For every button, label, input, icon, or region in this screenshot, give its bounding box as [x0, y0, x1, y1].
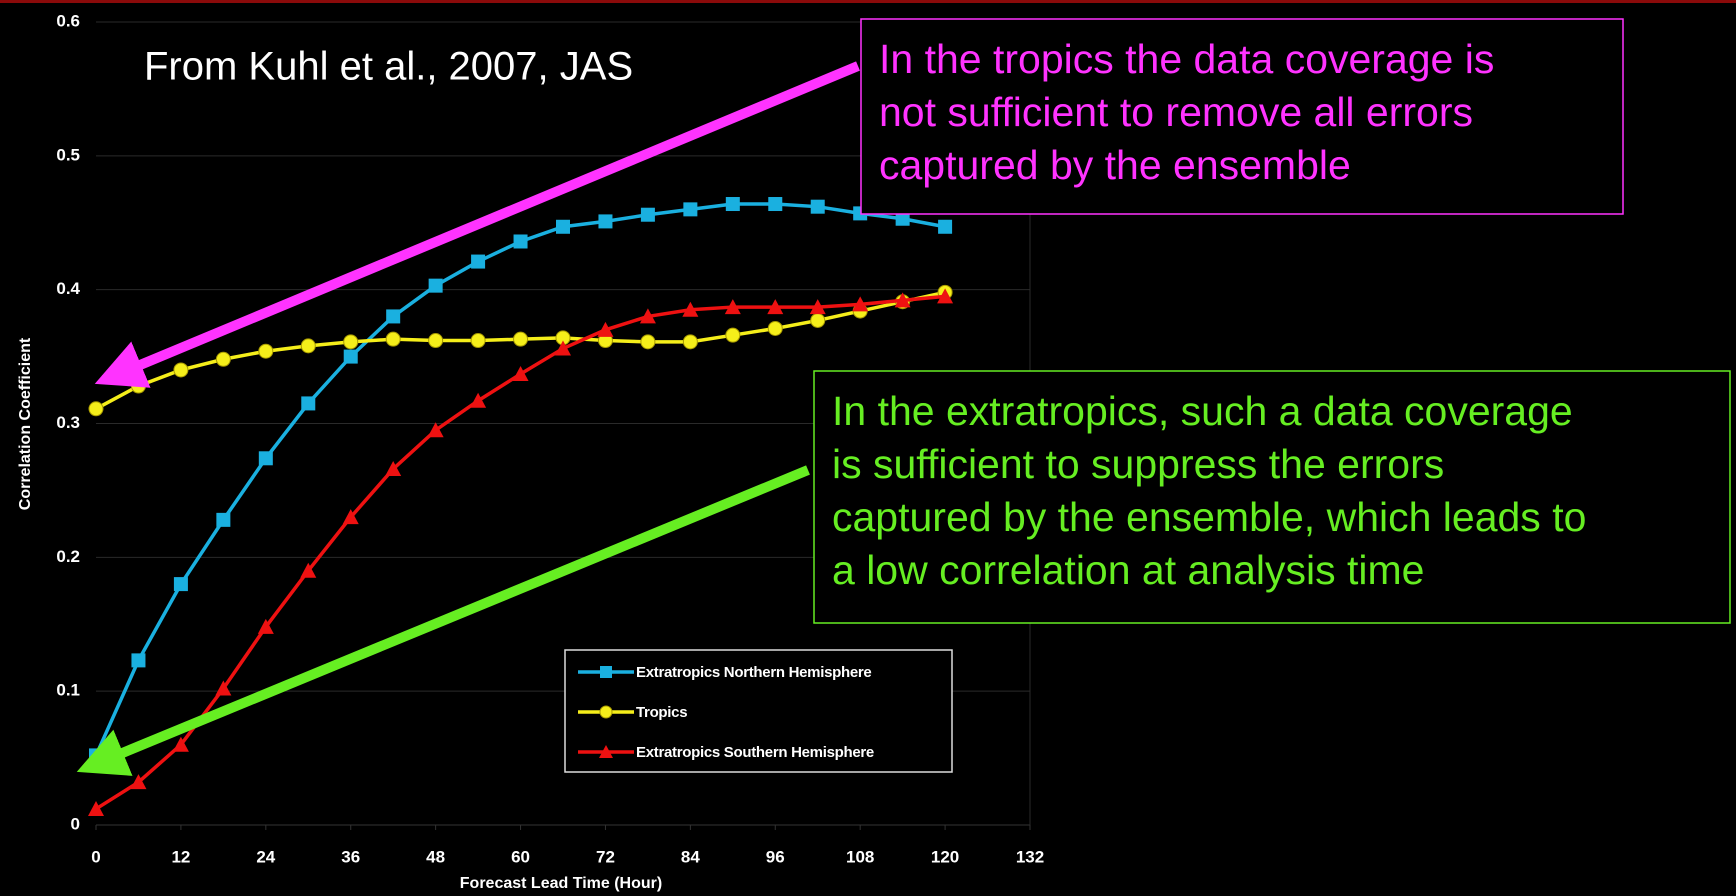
marker	[88, 800, 104, 816]
marker	[937, 288, 954, 304]
x-tick-label: 120	[931, 847, 959, 866]
marker	[597, 321, 614, 337]
x-tick-label: 132	[1016, 847, 1044, 866]
marker	[88, 401, 104, 417]
source-note: From Kuhl et al., 2007, JAS	[144, 45, 633, 89]
legend-marker	[599, 705, 613, 719]
marker	[724, 299, 741, 315]
legend-label: Extratropics Northern Hemisphere	[636, 664, 871, 681]
marker	[301, 396, 316, 411]
marker	[300, 562, 317, 578]
marker	[556, 219, 570, 234]
marker	[131, 653, 146, 668]
marker	[470, 333, 486, 349]
marker	[682, 301, 699, 317]
x-tick-label: 108	[846, 847, 874, 866]
marker	[938, 219, 953, 234]
y-tick-label: 0.3	[56, 413, 80, 432]
marker	[555, 340, 571, 356]
marker	[640, 334, 656, 350]
marker	[683, 202, 698, 217]
annotation-text: In the extratropics, such a data coverag…	[832, 388, 1573, 434]
annotation-text: not sufficient to remove all errors	[879, 89, 1473, 135]
legend-label: Extratropics Southern Hemisphere	[636, 744, 874, 761]
marker	[810, 199, 825, 214]
marker	[682, 334, 698, 350]
y-tick-label: 0.5	[56, 145, 80, 164]
annotation-text: In the tropics the data coverage is	[879, 36, 1494, 82]
annotation-arrow	[76, 465, 810, 776]
marker	[513, 234, 528, 249]
marker	[428, 333, 444, 349]
y-axis-label: Correlation Coefficient	[17, 337, 34, 510]
x-tick-label: 12	[171, 847, 190, 866]
marker	[470, 392, 487, 408]
marker	[725, 197, 740, 212]
marker	[598, 214, 613, 229]
marker	[173, 362, 189, 378]
annotation-text: captured by the ensemble, which leads to	[832, 494, 1586, 540]
y-tick-label: 0.6	[56, 11, 80, 30]
marker	[257, 618, 274, 634]
marker	[427, 422, 444, 438]
marker	[471, 254, 486, 269]
x-tick-label: 0	[91, 847, 100, 866]
marker	[810, 312, 826, 328]
marker	[852, 296, 869, 312]
annotation-box	[813, 370, 1731, 624]
x-tick-label: 60	[511, 847, 530, 866]
marker	[342, 509, 359, 525]
marker	[895, 211, 910, 226]
marker	[385, 331, 401, 347]
marker	[216, 512, 231, 527]
marker	[725, 327, 741, 343]
marker	[258, 343, 274, 359]
marker	[767, 299, 784, 315]
annotation-text: a low correlation at analysis time	[832, 547, 1424, 593]
marker	[343, 349, 358, 364]
marker	[768, 197, 783, 212]
marker	[215, 351, 231, 367]
marker	[513, 331, 529, 347]
y-tick-label: 0.4	[56, 279, 80, 298]
marker	[172, 736, 189, 752]
marker	[767, 320, 783, 336]
x-axis-label: Forecast Lead Time (Hour)	[460, 875, 662, 892]
marker	[343, 334, 359, 350]
marker	[300, 338, 316, 354]
marker	[173, 577, 188, 592]
marker	[640, 207, 655, 222]
marker	[130, 378, 146, 394]
x-tick-label: 48	[426, 847, 445, 866]
marker	[428, 278, 443, 293]
legend: Extratropics Northern Hemisphere Tropics E…	[564, 649, 953, 773]
x-tick-label: 84	[681, 847, 700, 866]
marker	[386, 309, 401, 324]
marker	[130, 774, 147, 790]
marker	[512, 365, 529, 381]
marker	[894, 292, 911, 308]
legend-marker	[600, 666, 612, 678]
marker	[258, 451, 273, 466]
y-tick-label: 0.1	[56, 681, 80, 700]
marker	[639, 308, 656, 324]
marker	[215, 680, 232, 696]
y-tick-label: 0.2	[56, 547, 80, 566]
x-tick-label: 96	[766, 847, 785, 866]
annotation-text: captured by the ensemble	[879, 142, 1351, 188]
legend-label: Tropics	[636, 704, 687, 721]
x-tick-label: 36	[341, 847, 360, 866]
annotation-box	[860, 18, 1624, 215]
marker	[385, 461, 402, 477]
x-tick-label: 72	[596, 847, 615, 866]
x-tick-label: 24	[256, 847, 275, 866]
marker	[809, 299, 826, 315]
annotation-text: is sufficient to suppress the errors	[832, 441, 1444, 487]
annotation-arrow	[94, 61, 860, 388]
legend-marker	[599, 745, 613, 758]
y-tick-label: 0	[71, 814, 80, 833]
